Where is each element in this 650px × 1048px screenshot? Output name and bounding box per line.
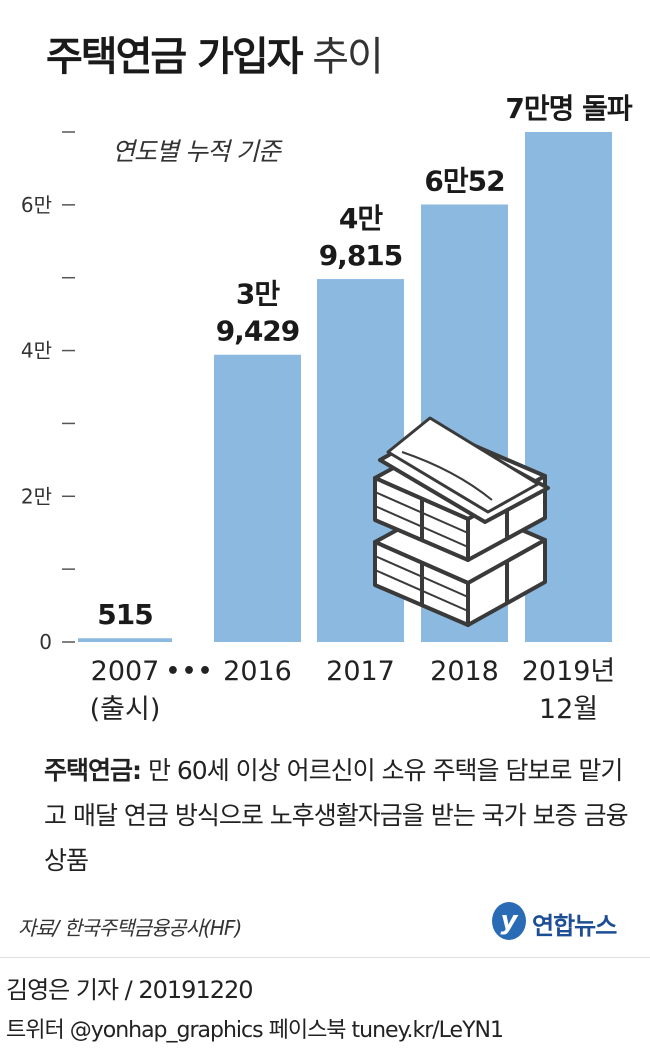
bar bbox=[214, 354, 301, 642]
data-label: 515 bbox=[97, 598, 152, 631]
x-tick-label: 2016 bbox=[223, 656, 292, 687]
axis-break-marker: ••• bbox=[166, 659, 214, 684]
y-tick-label: 4만 bbox=[21, 339, 52, 363]
data-label: 4만 bbox=[339, 202, 383, 235]
bar-chart: 0 2만 4만 6만 2007 (출시) 2016 2017 2018 2019년 12월 ••• bbox=[21, 92, 634, 725]
y-tick-label: 2만 bbox=[21, 484, 52, 508]
x-tick-label: 2019년 bbox=[522, 656, 616, 687]
note-key: 주택연금: bbox=[44, 756, 142, 785]
source-credit: 자료/ 한국주택금융공사(HF) bbox=[18, 916, 242, 940]
y-tick-label: 6만 bbox=[21, 193, 52, 217]
data-label: 9,429 bbox=[216, 315, 300, 348]
page-title: 주택연금 가입자 추이 bbox=[46, 24, 384, 82]
money-stack-icon bbox=[373, 416, 550, 627]
title-light: 추이 bbox=[312, 34, 384, 80]
logo-mark: y bbox=[492, 902, 526, 940]
data-label: 6만52 bbox=[424, 164, 504, 197]
note-text: 만 60세 이상 어르신이 소유 주택을 담보로 맡기고 매달 연금 방식으로 … bbox=[44, 756, 629, 875]
reporter-line: 김영은 기자 / 20191220 bbox=[6, 976, 254, 1004]
chart-subtitle: 연도별 누적 기준 bbox=[112, 137, 281, 166]
data-label: 7만명 돌파 bbox=[505, 92, 633, 125]
yonhap-logo: y 연합뉴스 bbox=[492, 900, 642, 944]
definition-note: 주택연금: 만 60세 이상 어르신이 소유 주택을 담보로 맡기고 매달 연금… bbox=[44, 748, 634, 883]
infographic-card: 주택연금 가입자 추이 연도별 누적 기준 0 2만 4만 6만 bbox=[18, 24, 642, 944]
x-tick-label: 2007 bbox=[91, 656, 160, 687]
data-label: 3만 bbox=[236, 278, 280, 311]
x-axis-labels: 2007 (출시) 2016 2017 2018 2019년 12월 ••• bbox=[90, 656, 616, 725]
y-tick-label: 0 bbox=[39, 630, 52, 654]
title-bold: 주택연금 가입자 bbox=[46, 34, 304, 80]
x-tick-label: 2018 bbox=[430, 656, 499, 687]
social-line: 트위터 @yonhap_graphics 페이스북 tuney.kr/LeYN1 bbox=[6, 1018, 504, 1043]
x-tick-label: 12월 bbox=[539, 694, 598, 725]
y-axis: 0 2만 4만 6만 bbox=[21, 131, 75, 654]
data-labels: 515 3만 9,429 4만 9,815 6만52 7만명 돌파 bbox=[97, 92, 634, 631]
footer: 김영은 기자 / 20191220 트위터 @yonhap_graphics 페… bbox=[0, 957, 650, 1048]
data-label: 9,815 bbox=[319, 239, 403, 272]
bar bbox=[78, 638, 172, 642]
logo-name: 연합뉴스 bbox=[532, 912, 617, 940]
x-tick-label: (출시) bbox=[90, 694, 161, 725]
x-tick-label: 2017 bbox=[326, 656, 395, 687]
